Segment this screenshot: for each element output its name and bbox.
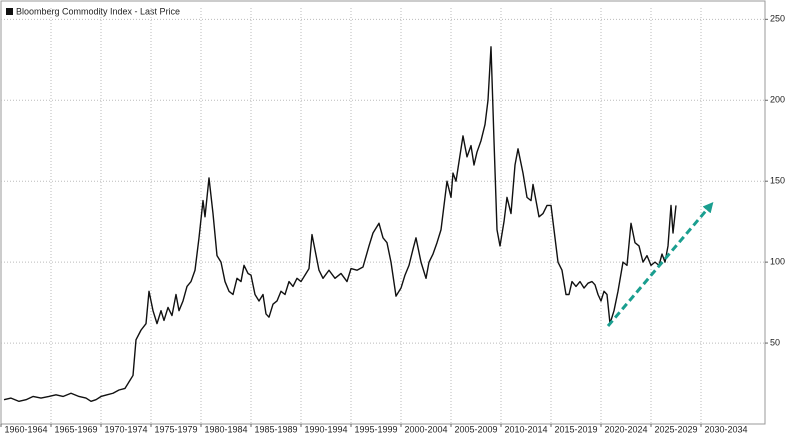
y-tick-label: 200 [770, 95, 785, 105]
x-tick-label: 2030-2034 [704, 424, 747, 434]
x-tick-label: 1990-1994 [304, 424, 347, 434]
x-tick-label: 2025-2029 [654, 424, 697, 434]
legend-label: Bloomberg Commodity Index - Last Price [16, 6, 180, 16]
x-tick-label: 2000-2004 [404, 424, 447, 434]
plot-frame [0, 0, 766, 425]
x-tick-label: 1975-1979 [154, 424, 197, 434]
y-tick-label: 150 [770, 176, 785, 186]
trend-arrow [606, 201, 714, 327]
y-tick-label: 50 [770, 337, 780, 347]
x-tick-label: 2015-2019 [554, 424, 597, 434]
x-tick-label: 2020-2024 [604, 424, 647, 434]
x-tick-label: 2010-2014 [504, 424, 547, 434]
x-tick-label: 1985-1989 [254, 424, 297, 434]
x-tick-label: 2005-2009 [454, 424, 497, 434]
x-tick-label: 1960-1964 [4, 424, 47, 434]
x-tick-label: 1965-1969 [54, 424, 97, 434]
x-tick-label: 1995-1999 [354, 424, 397, 434]
x-tick-label: 1970-1974 [104, 424, 147, 434]
legend-swatch [6, 8, 13, 15]
x-tick-label: 1980-1984 [204, 424, 247, 434]
y-tick-label: 100 [770, 257, 785, 267]
series-line [3, 46, 677, 403]
y-tick-label: 250 [770, 14, 785, 24]
